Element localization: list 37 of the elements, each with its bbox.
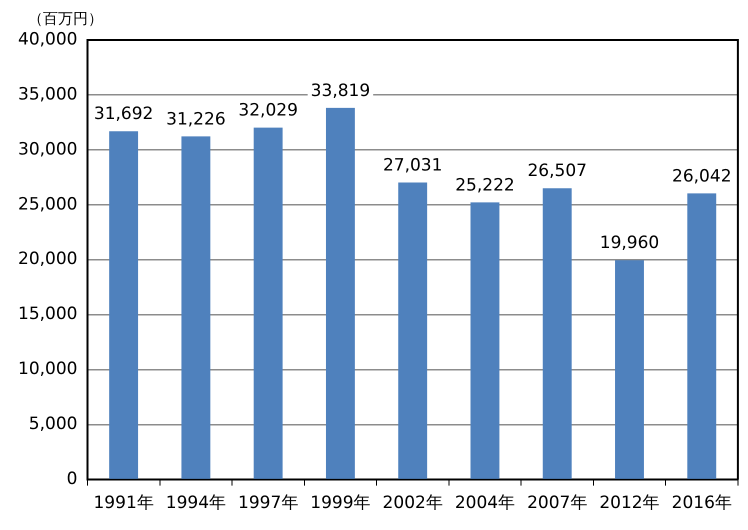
y-tick-label: 0: [66, 469, 78, 490]
data-label: 31,226: [166, 109, 226, 130]
y-tick-label: 35,000: [18, 84, 78, 104]
data-label: 33,819: [310, 80, 370, 101]
x-tick-label: 2012年: [599, 493, 660, 514]
bar: [181, 136, 210, 479]
bar: [687, 193, 716, 479]
x-tick-label: 1991年: [93, 493, 154, 514]
bar: [470, 202, 500, 479]
bar: [109, 131, 138, 479]
x-tick-label: 2007年: [527, 493, 588, 514]
data-label: 26,507: [527, 161, 587, 182]
data-label: 26,042: [672, 166, 732, 186]
x-tick-label: 2002年: [382, 493, 443, 514]
y-tick-label: 40,000: [18, 29, 78, 50]
y-tick-label: 30,000: [18, 139, 78, 160]
y-tick-label: 10,000: [18, 359, 78, 380]
bar: [542, 188, 572, 479]
x-tick-label: 1997年: [238, 493, 298, 514]
data-label: 31,692: [94, 104, 154, 124]
x-tick-label: 1999年: [310, 493, 371, 514]
x-tick-label: 2004年: [454, 493, 516, 514]
y-tick-label: 25,000: [18, 194, 78, 214]
bar: [398, 182, 428, 479]
bar: [326, 108, 355, 479]
data-label: 32,029: [238, 100, 298, 121]
x-tick-label: 1994年: [166, 493, 226, 514]
bar: [615, 260, 644, 479]
y-axis-title: （百万円）: [28, 9, 103, 28]
data-label: 27,031: [382, 155, 442, 176]
bar: [254, 128, 283, 479]
y-tick-label: 20,000: [18, 249, 78, 270]
x-tick-label: 2016年: [672, 493, 732, 514]
y-tick-label: 15,000: [18, 304, 78, 324]
data-label: 25,222: [455, 175, 515, 196]
data-label: 19,960: [600, 233, 660, 254]
y-tick-label: 5,000: [28, 414, 78, 434]
